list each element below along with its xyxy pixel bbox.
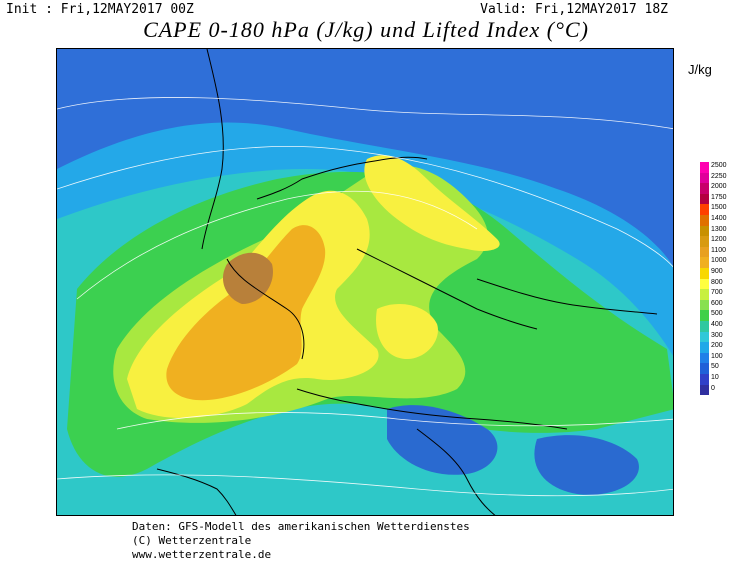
legend-swatch [700, 215, 709, 226]
cape-map [56, 48, 674, 516]
legend-swatch [700, 321, 709, 332]
contour-5 [57, 474, 673, 497]
borders [156, 49, 658, 515]
orange-zone [166, 225, 326, 401]
alps-low-zone [387, 405, 498, 475]
legend-label: 1750 [711, 193, 727, 201]
legend-label: 700 [711, 289, 723, 297]
credits-source: Daten: GFS-Modell des amerikanischen Wet… [132, 520, 470, 533]
france-border [226, 258, 305, 360]
spain-border [156, 468, 237, 515]
italy-coast [416, 428, 496, 515]
lifted-index-contours [57, 97, 673, 497]
legend-swatch [700, 384, 709, 396]
legend-swatch [700, 183, 709, 194]
cape-field [57, 49, 673, 515]
contour-2 [57, 145, 673, 268]
legend-label: 800 [711, 278, 723, 286]
germany-border [356, 248, 538, 330]
legend-swatch [700, 246, 709, 258]
legend-label: 10 [711, 374, 719, 381]
legend-swatch [700, 363, 709, 374]
legend-label: 50 [711, 363, 719, 371]
uk-coast [201, 49, 224, 250]
legend-label: 2000 [711, 183, 727, 191]
legend-label: 1000 [711, 257, 727, 265]
legend-swatch [700, 331, 709, 343]
legend-label: 1500 [711, 204, 727, 212]
legend-label: 500 [711, 310, 723, 318]
legend-label: 1300 [711, 225, 727, 233]
yellow-central-zone [376, 304, 438, 359]
legend-swatch [700, 162, 709, 173]
legend-swatch [700, 268, 709, 279]
legend-swatch [700, 236, 709, 247]
north-coast [256, 156, 428, 200]
legend-swatch [700, 299, 709, 311]
yellow-north-zone [364, 155, 500, 251]
legend-label: 200 [711, 342, 723, 350]
init-time: Init : Fri,12MAY2017 00Z [6, 2, 194, 17]
legend-unit: J/kg [688, 62, 712, 77]
alps-border [296, 388, 568, 430]
credits-url: www.wetterzentrale.de [132, 548, 272, 561]
legend-swatch [700, 352, 709, 364]
legend-label: 400 [711, 321, 723, 328]
legend-swatch [700, 289, 709, 300]
legend-swatch [700, 204, 709, 215]
legend-label: 1400 [711, 215, 727, 222]
legend-swatch [700, 172, 709, 184]
credits: Daten: GFS-Modell des amerikanischen Wet… [132, 520, 470, 562]
legend-swatch [700, 193, 709, 205]
legend-swatch [700, 310, 709, 321]
legend-swatch [700, 257, 709, 268]
credits-copyright: (C) Wetterzentrale [132, 534, 252, 547]
contour-3 [76, 190, 478, 300]
legend-label: 1200 [711, 236, 727, 244]
legend-swatch [700, 278, 709, 290]
legend-label: 600 [711, 299, 723, 307]
legend-label: 0 [711, 384, 715, 392]
legend-label: 100 [711, 352, 723, 360]
legend-label: 1100 [711, 246, 727, 254]
legend-swatch [700, 374, 709, 385]
contour-4 [116, 412, 673, 430]
southeast-low-zone [534, 435, 639, 495]
valid-time: Valid: Fri,12MAY2017 18Z [480, 2, 668, 17]
contour-1 [57, 97, 673, 130]
czech-border [476, 278, 658, 315]
legend-swatch [700, 342, 709, 353]
legend-label: 900 [711, 268, 723, 275]
legend-label: 2250 [711, 172, 727, 180]
legend-label: 300 [711, 331, 723, 339]
map-title: CAPE 0-180 hPa (J/kg) und Lifted Index (… [143, 17, 589, 42]
legend-label: 2500 [711, 162, 727, 169]
legend-swatch [700, 225, 709, 237]
